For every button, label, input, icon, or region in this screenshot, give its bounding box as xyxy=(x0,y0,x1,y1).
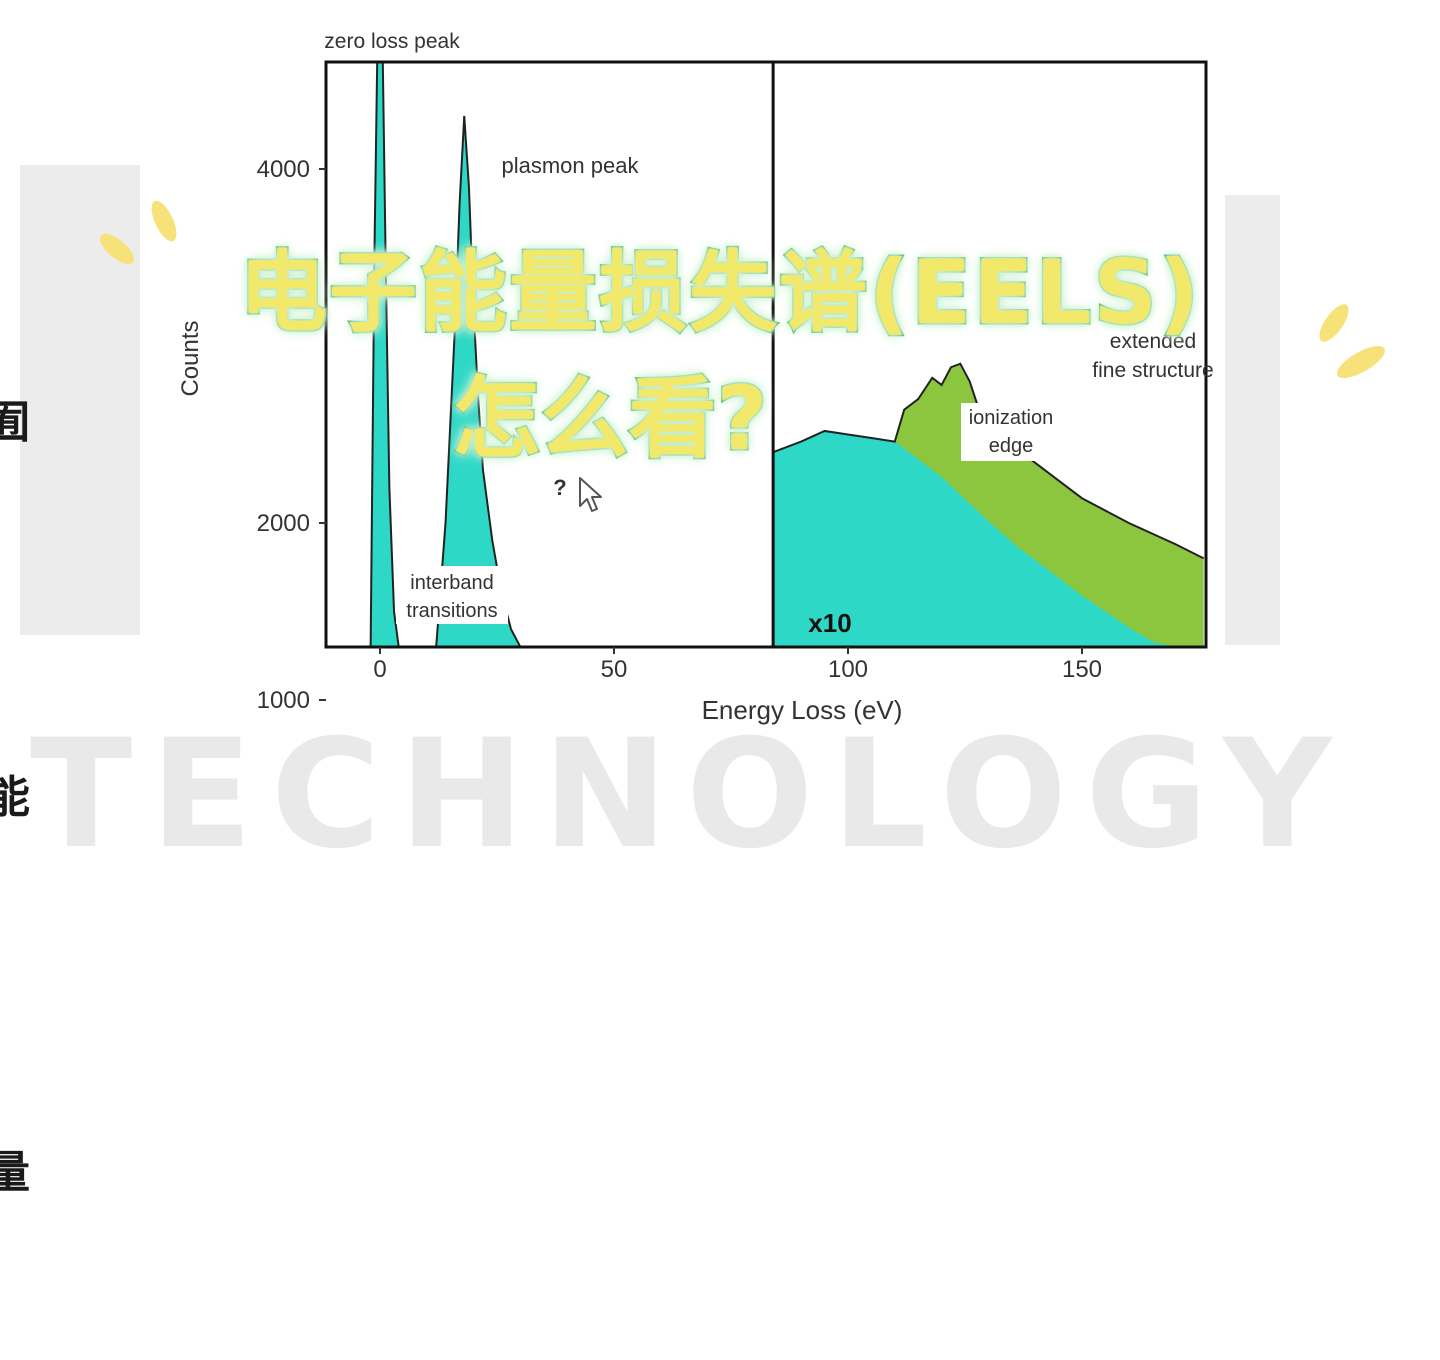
annotation-ionization-line1: ionization xyxy=(969,407,1054,429)
x-tick-label: 0 xyxy=(373,656,386,683)
core-loss-background-area xyxy=(773,430,1204,647)
x-tick-label: 50 xyxy=(601,656,628,683)
core-loss-spectrum-line xyxy=(772,362,1205,560)
annotation-x10-scale: x10 xyxy=(808,608,851,638)
mouse-cursor-icon xyxy=(578,476,604,519)
eels-spectrum-chart: 0 50 100 150 1000 2000 4000 Energy Loss (eV) Cou… xyxy=(177,30,1214,725)
left-char-3: 量 xyxy=(0,1147,30,1198)
low-loss-spectrum-line xyxy=(326,62,774,647)
overlay-title-line-2: 怎么看? xyxy=(451,366,769,472)
annotation-ionization-line2: edge xyxy=(989,435,1034,457)
y-tick-label: 2000 xyxy=(257,510,310,537)
x-tick-label: 100 xyxy=(828,656,868,683)
background-glyph-right xyxy=(1225,195,1280,645)
x-tick-label: 150 xyxy=(1062,656,1102,683)
annotation-interband-line2: transitions xyxy=(406,600,497,622)
y-tick-label: 4000 xyxy=(257,156,310,183)
overlay-title-line-1: 电子能量损失谱(EELS) xyxy=(237,240,1202,346)
annotation-extended-line1: extended xyxy=(1110,330,1196,353)
x-axis-label: Energy Loss (eV) xyxy=(702,695,903,725)
annotation-plasmon-peak: plasmon peak xyxy=(502,153,640,178)
annotation-zero-loss-peak: zero loss peak xyxy=(324,30,460,53)
annotation-extended-line2: fine structure xyxy=(1092,359,1213,382)
interband-label-box xyxy=(396,566,508,624)
annotation-question-mark: ? xyxy=(553,475,566,500)
y-axis-label: Counts xyxy=(177,320,204,396)
plot-area xyxy=(326,62,1205,647)
annotation-interband-line1: interband xyxy=(410,572,493,594)
plot-frame xyxy=(324,60,1208,649)
ionization-label-box xyxy=(961,403,1061,461)
y-tick-label: 1000 xyxy=(257,687,310,714)
